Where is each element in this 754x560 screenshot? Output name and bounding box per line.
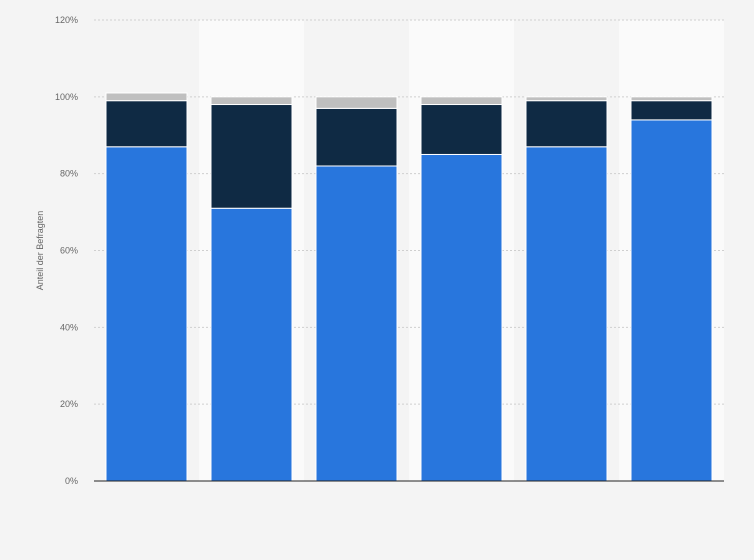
bar-segment-2-category-2 (210, 104, 293, 209)
bar-segment-2-category-6 (630, 100, 713, 121)
bar-segment-3-category-4 (420, 96, 503, 106)
y-tick-label: 20% (60, 399, 78, 409)
bar-segment-3-category-3 (315, 96, 398, 109)
y-tick-label: 120% (55, 15, 78, 25)
bar-segment-3-category-5 (525, 96, 608, 102)
y-tick-label: 80% (60, 169, 78, 179)
bar-segment-2-category-4 (420, 104, 503, 155)
bar-segment-2-category-1 (105, 100, 188, 148)
y-axis-ticks: 0% 20% 40% 60% 80% 100% 120% (55, 15, 78, 486)
gridlines (94, 19, 724, 405)
y-tick-label: 60% (60, 246, 78, 256)
bar-segment-2-category-3 (315, 107, 398, 167)
bar-segment-3-category-1 (105, 92, 188, 102)
y-axis-title: Anteil der Befragten (35, 211, 45, 291)
bar-segment-1-category-6 (630, 119, 713, 482)
bar-segment-2-category-5 (525, 100, 608, 148)
bars (105, 92, 713, 482)
bar-segment-1-category-3 (315, 165, 398, 482)
bar-segment-1-category-1 (105, 146, 188, 482)
y-tick-label: 0% (65, 476, 78, 486)
y-tick-label: 40% (60, 322, 78, 332)
bar-segment-1-category-2 (210, 207, 293, 482)
bar-segment-3-category-6 (630, 96, 713, 102)
bar-segment-3-category-2 (210, 96, 293, 106)
y-tick-label: 100% (55, 92, 78, 102)
bar-segment-1-category-5 (525, 146, 608, 482)
bar-segment-1-category-4 (420, 153, 503, 482)
